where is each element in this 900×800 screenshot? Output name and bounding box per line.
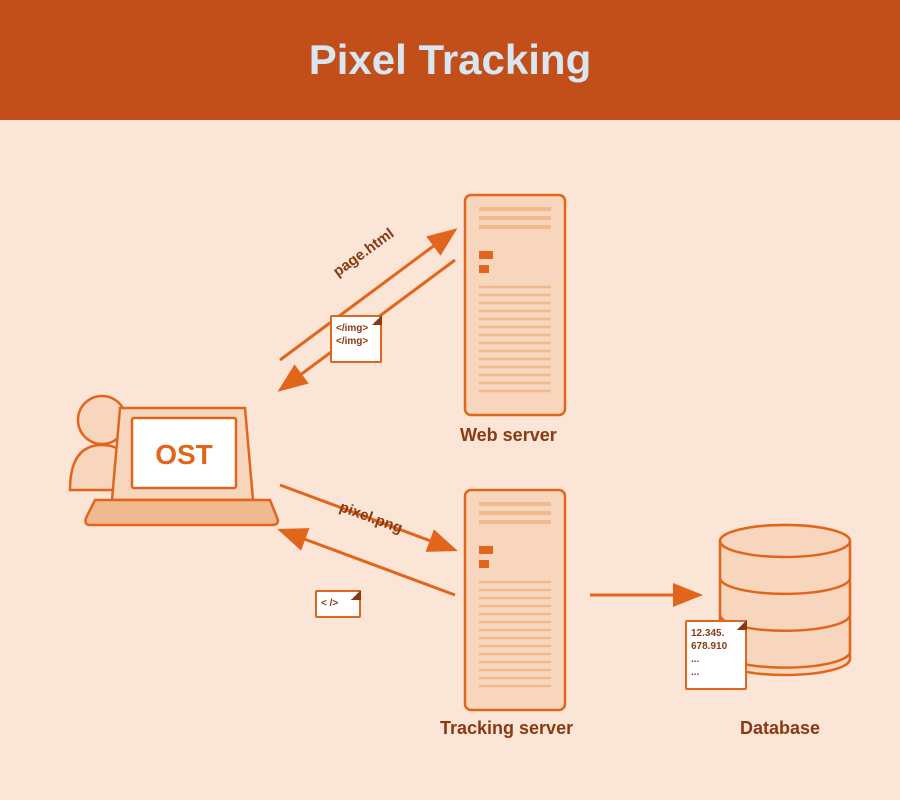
web-server-label: Web server [460, 425, 557, 446]
header-banner: Pixel Tracking [0, 0, 900, 120]
page-title: Pixel Tracking [309, 36, 591, 84]
db-record-doc: 12.345.678.910...... [685, 620, 747, 690]
pixel-response-doc: < /> [315, 590, 361, 618]
laptop-screen-text: OST [155, 439, 213, 470]
diagram-svg: OST [0, 120, 900, 800]
diagram-canvas: OST Web server Tracking server Database … [0, 120, 900, 800]
database-label: Database [740, 718, 820, 739]
web-server-icon [465, 195, 565, 415]
tracking-server-label: Tracking server [440, 718, 573, 739]
html-response-doc: </img></img> [330, 315, 382, 363]
user-laptop-icon: OST [70, 396, 278, 525]
tracking-server-icon [465, 490, 565, 710]
